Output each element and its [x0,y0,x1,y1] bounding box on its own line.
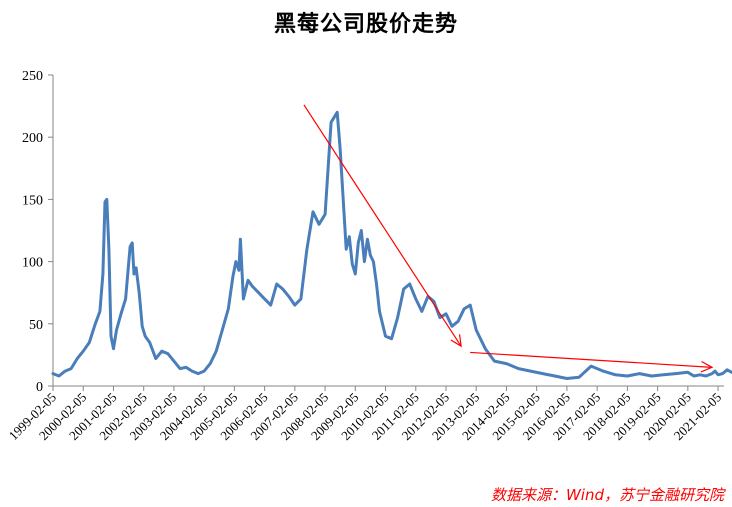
data-source-note: 数据来源：Wind，苏宁金融研究院 [490,486,724,504]
y-tick-label: 250 [22,69,43,84]
y-axis: 0 50 100 150 200 250 [22,69,54,395]
series-line [51,110,732,380]
chart-title: 黑莓公司股价走势 [273,12,458,37]
y-tick-label: 0 [36,380,43,395]
y-tick-label: 100 [22,256,43,271]
y-tick-label: 50 [29,318,43,333]
y-tick-label: 150 [22,193,43,208]
y-tick-label: 200 [22,131,43,146]
trend-arrows [303,104,714,373]
x-axis: 1999-02-052000-02-052001-02-052002-02-05… [6,385,724,443]
